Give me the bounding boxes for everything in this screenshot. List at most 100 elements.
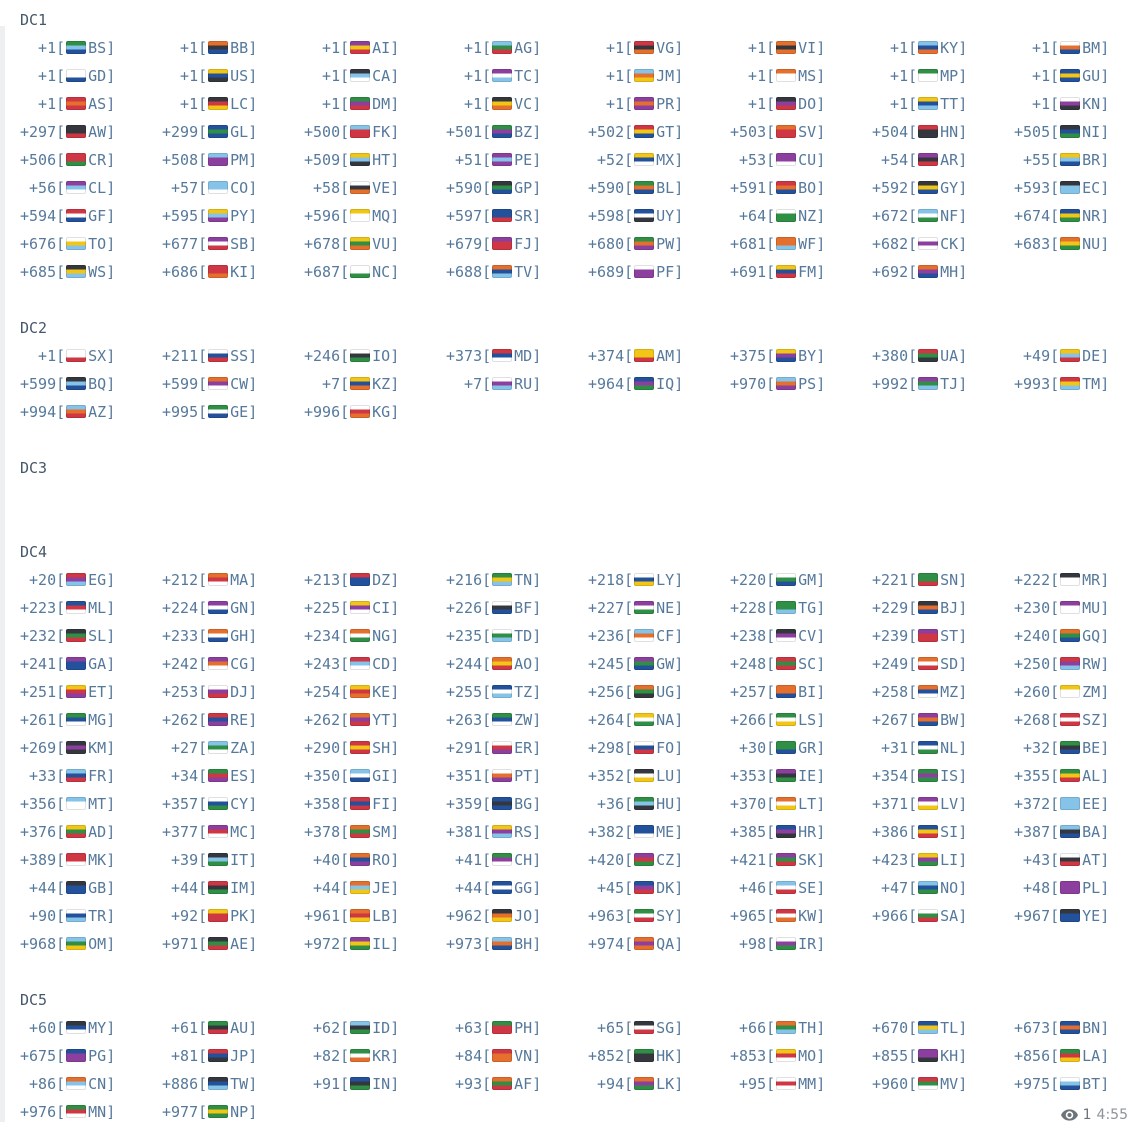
phone-code-entry[interactable]: +30[GR] [730, 734, 872, 762]
phone-code-entry[interactable]: +1[TC] [446, 62, 588, 90]
phone-code-entry[interactable]: +234[NG] [304, 622, 446, 650]
phone-code-entry[interactable]: +386[SI] [872, 818, 1014, 846]
phone-code-entry[interactable]: +95[MM] [730, 1070, 872, 1098]
phone-code-entry[interactable]: +503[SV] [730, 118, 872, 146]
phone-code-entry[interactable]: +504[HN] [872, 118, 1014, 146]
phone-code-entry[interactable]: +960[MV] [872, 1070, 1014, 1098]
phone-code-entry[interactable]: +299[GL] [162, 118, 304, 146]
phone-code-entry[interactable]: +216[TN] [446, 566, 588, 594]
phone-code-entry[interactable]: +1[GU] [1014, 62, 1144, 90]
phone-code-entry[interactable]: +92[PK] [162, 902, 304, 930]
phone-code-entry[interactable]: +971[AE] [162, 930, 304, 958]
phone-code-entry[interactable]: +94[LK] [588, 1070, 730, 1098]
phone-code-entry[interactable]: +993[TM] [1014, 370, 1144, 398]
phone-code-entry[interactable]: +965[KW] [730, 902, 872, 930]
phone-code-entry[interactable]: +262[RE] [162, 706, 304, 734]
phone-code-entry[interactable]: +596[MQ] [304, 202, 446, 230]
phone-code-entry[interactable]: +508[PM] [162, 146, 304, 174]
phone-code-entry[interactable]: +423[LI] [872, 846, 1014, 874]
phone-code-entry[interactable]: +264[NA] [588, 706, 730, 734]
phone-code-entry[interactable]: +382[ME] [588, 818, 730, 846]
phone-code-entry[interactable]: +260[ZM] [1014, 678, 1144, 706]
phone-code-entry[interactable]: +1[KN] [1014, 90, 1144, 118]
phone-code-entry[interactable]: +676[TO] [20, 230, 162, 258]
phone-code-entry[interactable]: +61[AU] [162, 1014, 304, 1042]
phone-code-entry[interactable]: +377[MC] [162, 818, 304, 846]
phone-code-entry[interactable]: +255[TZ] [446, 678, 588, 706]
phone-code-entry[interactable]: +593[EC] [1014, 174, 1144, 202]
phone-code-entry[interactable]: +55[BR] [1014, 146, 1144, 174]
phone-code-entry[interactable]: +54[AR] [872, 146, 1014, 174]
phone-code-entry[interactable]: +250[RW] [1014, 650, 1144, 678]
phone-code-entry[interactable]: +52[MX] [588, 146, 730, 174]
phone-code-entry[interactable]: +238[CV] [730, 622, 872, 650]
phone-code-entry[interactable]: +63[PH] [446, 1014, 588, 1042]
phone-code-entry[interactable]: +352[LU] [588, 762, 730, 790]
phone-code-entry[interactable]: +967[YE] [1014, 902, 1144, 930]
phone-code-entry[interactable]: +356[MT] [20, 790, 162, 818]
phone-code-entry[interactable]: +60[MY] [20, 1014, 162, 1042]
phone-code-entry[interactable]: +594[GF] [20, 202, 162, 230]
phone-code-entry[interactable]: +376[AD] [20, 818, 162, 846]
phone-code-entry[interactable]: +43[AT] [1014, 846, 1144, 874]
phone-code-entry[interactable]: +251[ET] [20, 678, 162, 706]
phone-code-entry[interactable]: +51[PE] [446, 146, 588, 174]
phone-code-entry[interactable]: +213[DZ] [304, 566, 446, 594]
phone-code-entry[interactable]: +298[FO] [588, 734, 730, 762]
phone-code-entry[interactable]: +380[UA] [872, 342, 1014, 370]
phone-code-entry[interactable]: +680[PW] [588, 230, 730, 258]
phone-code-entry[interactable]: +1[MP] [872, 62, 1014, 90]
phone-code-entry[interactable]: +64[NZ] [730, 202, 872, 230]
phone-code-entry[interactable]: +34[ES] [162, 762, 304, 790]
phone-code-entry[interactable]: +598[UY] [588, 202, 730, 230]
phone-code-entry[interactable]: +687[NC] [304, 258, 446, 286]
phone-code-entry[interactable]: +996[KG] [304, 398, 446, 426]
phone-code-entry[interactable]: +674[NR] [1014, 202, 1144, 230]
phone-code-entry[interactable]: +82[KR] [304, 1042, 446, 1070]
phone-code-entry[interactable]: +353[IE] [730, 762, 872, 790]
phone-code-entry[interactable]: +49[DE] [1014, 342, 1144, 370]
phone-code-entry[interactable]: +992[TJ] [872, 370, 1014, 398]
phone-code-entry[interactable]: +44[IM] [162, 874, 304, 902]
phone-code-entry[interactable]: +1[GD] [20, 62, 162, 90]
phone-code-entry[interactable]: +1[AS] [20, 90, 162, 118]
phone-code-entry[interactable]: +263[ZW] [446, 706, 588, 734]
phone-code-entry[interactable]: +91[IN] [304, 1070, 446, 1098]
phone-code-entry[interactable]: +509[HT] [304, 146, 446, 174]
phone-code-entry[interactable]: +1[PR] [588, 90, 730, 118]
phone-code-entry[interactable]: +223[ML] [20, 594, 162, 622]
phone-code-entry[interactable]: +239[ST] [872, 622, 1014, 650]
phone-code-entry[interactable]: +45[DK] [588, 874, 730, 902]
phone-code-entry[interactable]: +65[SG] [588, 1014, 730, 1042]
phone-code-entry[interactable]: +248[SC] [730, 650, 872, 678]
phone-code-entry[interactable]: +962[JO] [446, 902, 588, 930]
phone-code-entry[interactable]: +972[IL] [304, 930, 446, 958]
phone-code-entry[interactable]: +591[BO] [730, 174, 872, 202]
phone-code-entry[interactable]: +235[TD] [446, 622, 588, 650]
phone-code-entry[interactable]: +243[CD] [304, 650, 446, 678]
phone-code-entry[interactable]: +224[GN] [162, 594, 304, 622]
phone-code-entry[interactable]: +20[EG] [20, 566, 162, 594]
phone-code-entry[interactable]: +53[CU] [730, 146, 872, 174]
phone-code-entry[interactable]: +258[MZ] [872, 678, 1014, 706]
phone-code-entry[interactable]: +220[GM] [730, 566, 872, 594]
phone-code-entry[interactable]: +855[KH] [872, 1042, 1014, 1070]
phone-code-entry[interactable]: +1[VC] [446, 90, 588, 118]
phone-code-entry[interactable]: +961[LB] [304, 902, 446, 930]
phone-code-entry[interactable]: +7[RU] [446, 370, 588, 398]
phone-code-entry[interactable]: +47[NO] [872, 874, 1014, 902]
phone-code-entry[interactable]: +973[BH] [446, 930, 588, 958]
phone-code-entry[interactable]: +1[KY] [872, 34, 1014, 62]
phone-code-entry[interactable]: +1[US] [162, 62, 304, 90]
phone-code-entry[interactable]: +57[CO] [162, 174, 304, 202]
phone-code-entry[interactable]: +502[GT] [588, 118, 730, 146]
phone-code-entry[interactable]: +1[AG] [446, 34, 588, 62]
phone-code-entry[interactable]: +672[NF] [872, 202, 1014, 230]
phone-code-entry[interactable]: +968[OM] [20, 930, 162, 958]
phone-code-entry[interactable]: +963[SY] [588, 902, 730, 930]
phone-code-entry[interactable]: +241[GA] [20, 650, 162, 678]
phone-code-entry[interactable]: +233[GH] [162, 622, 304, 650]
phone-code-entry[interactable]: +262[YT] [304, 706, 446, 734]
phone-code-entry[interactable]: +246[IO] [304, 342, 446, 370]
phone-code-entry[interactable]: +249[SD] [872, 650, 1014, 678]
